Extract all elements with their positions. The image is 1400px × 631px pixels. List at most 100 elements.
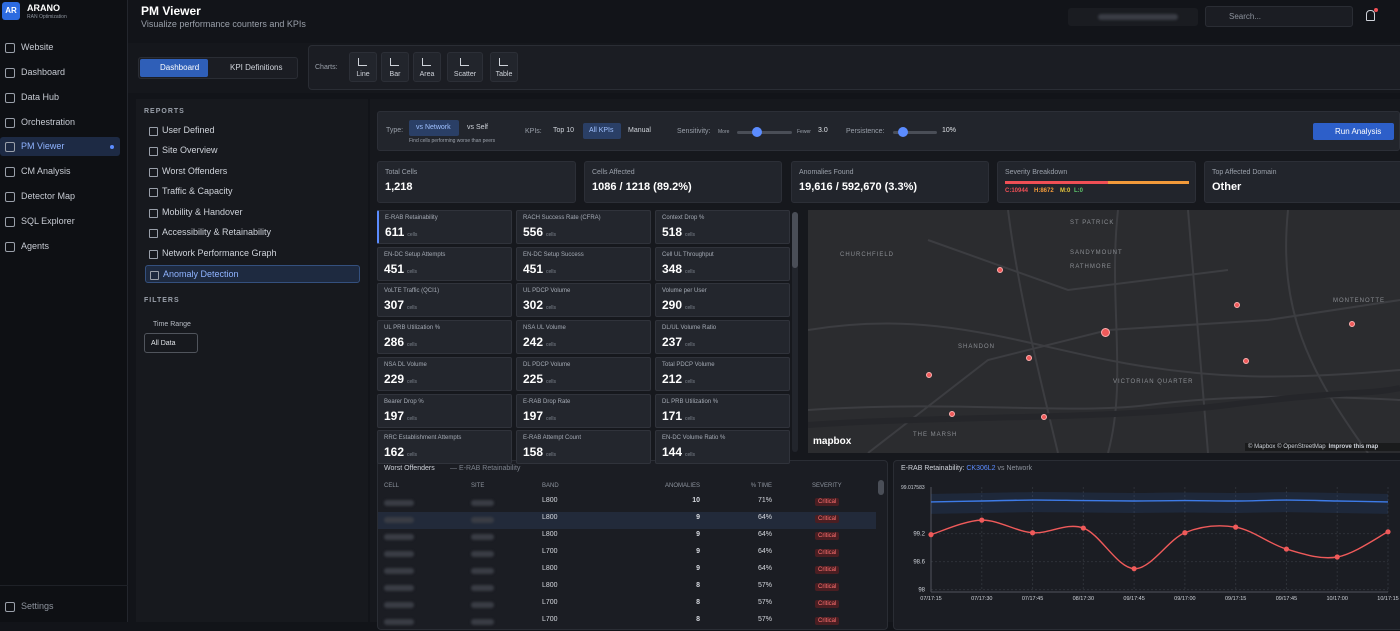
- kpi-card[interactable]: EN-DC Setup Success 451 cells: [516, 246, 651, 281]
- sidebar: AR ARANO RAN Optimization Website Dashboa…: [0, 0, 128, 622]
- project-select[interactable]: [1068, 8, 1198, 26]
- chart-button[interactable]: Area: [413, 52, 441, 82]
- report-item[interactable]: Network Performance Graph: [145, 245, 360, 263]
- kpi-card[interactable]: E-RAB Attempt Count 158 cells: [516, 430, 651, 465]
- kpi-card[interactable]: DL/UL Volume Ratio 237 cells: [655, 320, 790, 355]
- kpi-option[interactable]: Manual: [628, 127, 651, 134]
- stat-card: Total Cells 1,218: [377, 161, 576, 203]
- report-item[interactable]: Worst Offenders: [145, 163, 360, 181]
- map-pin[interactable]: [1349, 321, 1355, 327]
- kpi-card[interactable]: DL PDCP Volume 225 cells: [516, 356, 651, 391]
- table-row[interactable]: [378, 495, 876, 512]
- kpi-card[interactable]: RACH Success Rate (CFRA) 556 cells: [516, 210, 651, 244]
- chart-button[interactable]: Bar: [381, 52, 409, 82]
- sensitivity-label: Sensitivity:: [677, 128, 711, 135]
- kpi-card[interactable]: NSA UL Volume 242 cells: [516, 320, 651, 355]
- kpi-option[interactable]: All KPIs: [583, 123, 621, 139]
- nav-item[interactable]: Data Hub: [0, 88, 120, 107]
- report-item[interactable]: Mobility & Handover: [145, 204, 360, 222]
- kpi-card[interactable]: RRC Establishment Attempts 162 cells: [377, 430, 512, 465]
- search[interactable]: Search...: [1205, 6, 1353, 27]
- map-pin[interactable]: [1243, 358, 1249, 364]
- map-pin[interactable]: [949, 411, 955, 417]
- kpi-count-value: 242: [523, 335, 544, 350]
- nav-item[interactable]: Agents: [0, 237, 120, 256]
- nav-item[interactable]: SQL Explorer: [0, 212, 120, 231]
- map-pin[interactable]: [926, 372, 932, 378]
- kpi-card[interactable]: Bearer Drop % 197 cells: [377, 393, 512, 428]
- pct-time: 71%: [757, 497, 772, 504]
- pct-time: 64%: [757, 565, 772, 572]
- kpi-count: 302 cells: [523, 298, 556, 312]
- table-row[interactable]: [378, 563, 876, 580]
- scroll-thumb[interactable]: [792, 212, 798, 268]
- table-row[interactable]: [378, 546, 876, 563]
- nav-item[interactable]: PM Viewer: [0, 137, 120, 156]
- slider-thumb[interactable]: [752, 127, 762, 137]
- chart-button[interactable]: Scatter: [447, 52, 483, 82]
- report-item[interactable]: Accessibility & Retainability: [145, 224, 360, 242]
- map-pin[interactable]: [997, 267, 1003, 273]
- table-row[interactable]: [378, 614, 876, 631]
- kpi-card[interactable]: UL PDCP Volume 302 cells: [516, 283, 651, 318]
- severity-segment: [1005, 181, 1108, 184]
- map-pin[interactable]: [1041, 414, 1047, 420]
- tab[interactable]: Dashboard: [140, 59, 208, 77]
- kpi-card[interactable]: UL PRB Utilization % 286 cells: [377, 320, 512, 355]
- kpi-card[interactable]: VoLTE Traffic (QCI1) 307 cells: [377, 283, 512, 318]
- kpi-count: 290 cells: [662, 298, 695, 312]
- slider-thumb[interactable]: [898, 127, 908, 137]
- chart-button-icon: [499, 58, 508, 66]
- table-scrollbar[interactable]: [878, 480, 884, 495]
- report-item[interactable]: Anomaly Detection: [145, 265, 360, 283]
- type-option[interactable]: vs Self: [467, 124, 489, 131]
- table-row[interactable]: [378, 580, 876, 597]
- chart-button[interactable]: Table: [490, 52, 518, 82]
- nav-item[interactable]: Settings: [0, 597, 120, 616]
- kpi-card[interactable]: E-RAB Drop Rate 197 cells: [516, 393, 651, 428]
- kpi-option[interactable]: Top 10: [553, 127, 575, 134]
- point: [979, 517, 985, 523]
- kpi-card[interactable]: E-RAB Retainability 611 cells: [377, 210, 512, 244]
- kpi-card[interactable]: EN-DC Volume Ratio % 144 cells: [655, 430, 790, 465]
- band: L800: [542, 497, 558, 504]
- kpi-card[interactable]: NSA DL Volume 229 cells: [377, 356, 512, 391]
- chart-title-suffix: vs Network: [997, 465, 1033, 472]
- table-row[interactable]: [378, 597, 876, 614]
- cell-redacted: [384, 500, 414, 506]
- kpi-card[interactable]: Total PDCP Volume 212 cells: [655, 356, 790, 391]
- map-pin[interactable]: [1026, 355, 1032, 361]
- improve-link[interactable]: Improve this map: [1328, 444, 1379, 450]
- chart-button[interactable]: Line: [349, 52, 377, 82]
- kpi-count-value: 307: [384, 298, 405, 313]
- kpi-unit: cells: [685, 232, 696, 238]
- table-row[interactable]: [378, 529, 876, 546]
- map[interactable]: CHURCHFIELD SANDYMOUNT RATHMORE SHANDON VICT…: [808, 210, 1400, 453]
- kpi-card[interactable]: Context Drop % 518 cells: [655, 210, 790, 244]
- nav-item[interactable]: Dashboard: [0, 63, 120, 82]
- time-range-select[interactable]: All Data: [144, 333, 198, 353]
- kpi-card[interactable]: Cell UL Throughput 348 cells: [655, 246, 790, 281]
- report-item[interactable]: User Defined: [145, 122, 360, 140]
- nav-item[interactable]: CM Analysis: [0, 162, 120, 181]
- kpi-card[interactable]: DL PRB Utilization % 171 cells: [655, 393, 790, 428]
- run-button[interactable]: Run Analysis: [1313, 123, 1394, 140]
- column-header: ANOMALIES: [664, 483, 700, 489]
- tab[interactable]: KPI Definitions: [230, 63, 283, 72]
- map-pin[interactable]: [1101, 328, 1110, 337]
- chart-title-text: E-RAB Retainability:: [901, 465, 965, 472]
- kpi-card[interactable]: EN-DC Setup Attempts 451 cells: [377, 246, 512, 281]
- type-option[interactable]: vs Network: [409, 120, 459, 136]
- nav-item[interactable]: Orchestration: [0, 113, 120, 132]
- table-row[interactable]: [378, 512, 876, 529]
- nav-item[interactable]: Detector Map: [0, 187, 120, 206]
- nav-item[interactable]: Website: [0, 38, 120, 57]
- kpi-card[interactable]: Volume per User 290 cells: [655, 283, 790, 318]
- bell[interactable]: [1366, 10, 1375, 21]
- slider-max: Fewer: [797, 129, 811, 135]
- kpis-label: KPIs:: [525, 128, 542, 135]
- kpi-count: 451 cells: [384, 262, 417, 276]
- report-item[interactable]: Traffic & Capacity: [145, 183, 360, 201]
- map-pin[interactable]: [1234, 302, 1240, 308]
- report-item[interactable]: Site Overview: [145, 142, 360, 160]
